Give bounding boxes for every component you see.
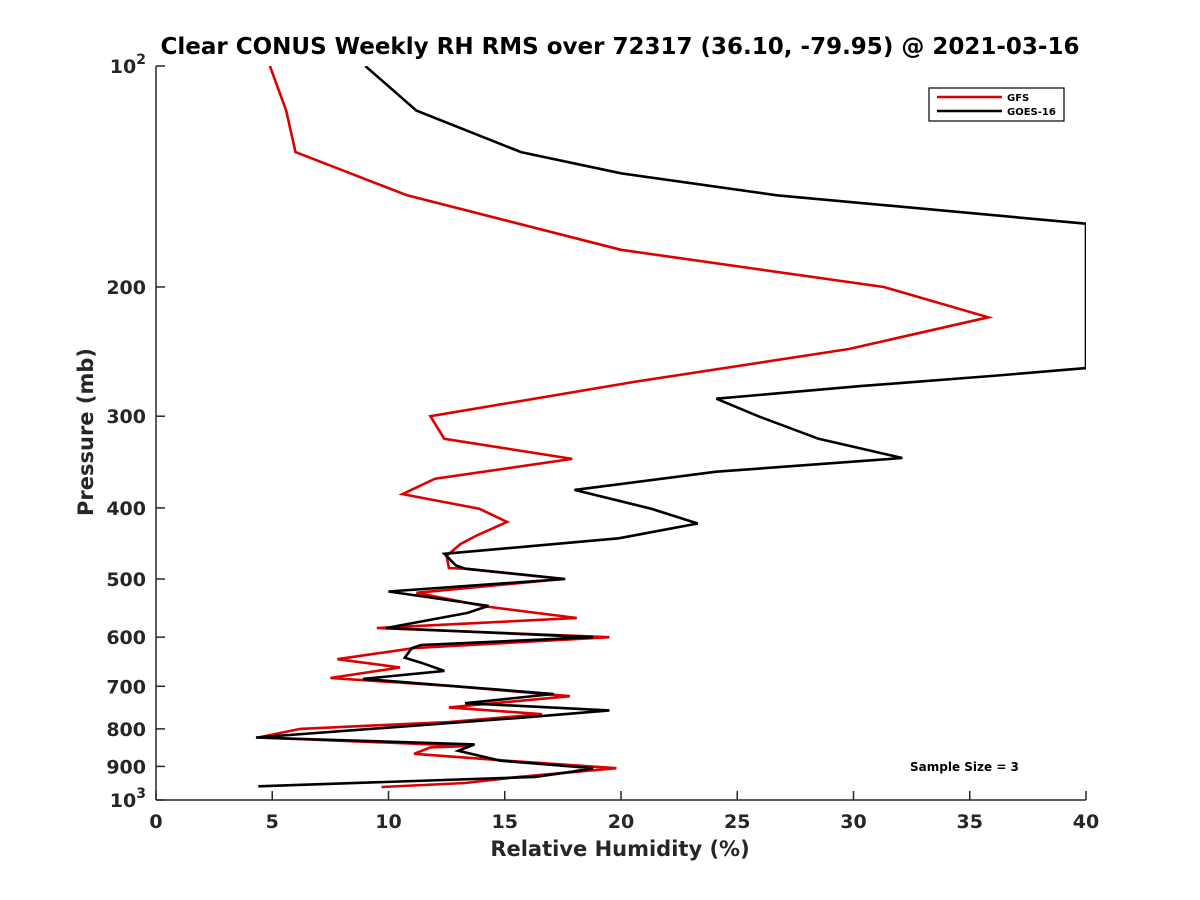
x-axis-label: Relative Humidity (%): [490, 837, 749, 861]
y-tick-label: 800: [106, 719, 146, 741]
sample-size-annotation: Sample Size = 3: [910, 760, 1019, 774]
plot-area-background: [156, 66, 1086, 800]
x-tick-label: 10: [375, 811, 401, 833]
x-tick-label: 25: [724, 811, 750, 833]
y-tick-label: 103: [110, 786, 146, 812]
legend: GFS GOES-16: [928, 87, 1065, 122]
x-axis-ticks: 0 5 10 15 20 25 30 35 40: [149, 791, 1099, 833]
x-tick-label: 15: [492, 811, 518, 833]
y-tick-label: 900: [106, 756, 146, 778]
series-line-goes16: [255, 66, 1086, 788]
y-tick-label: 300: [106, 406, 146, 428]
x-tick-label: 0: [149, 811, 162, 833]
legend-label-goes16: GOES-16: [1007, 107, 1056, 118]
x-tick-label: 40: [1073, 811, 1099, 833]
y-tick-label: 200: [106, 277, 146, 299]
legend-label-gfs: GFS: [1007, 93, 1029, 104]
y-axis-label: Pressure (mb): [74, 348, 98, 516]
y-tick-label: 500: [106, 569, 146, 591]
x-tick-label: 30: [840, 811, 866, 833]
x-tick-label: 5: [266, 811, 279, 833]
series-layer: [255, 66, 1086, 789]
x-tick-label: 20: [608, 811, 634, 833]
y-tick-label: 600: [106, 627, 146, 649]
legend-box: [928, 87, 1065, 122]
y-tick-label: 400: [106, 498, 146, 520]
x-tick-label: 35: [957, 811, 983, 833]
y-axis-ticks: 102 200 300 400 500 600 700 800 900 103: [106, 52, 165, 812]
y-tick-label: 102: [110, 52, 146, 78]
chart-title: Clear CONUS Weekly RH RMS over 72317 (36…: [161, 34, 1080, 60]
plot-area: [156, 66, 1086, 800]
y-tick-label: 700: [106, 676, 146, 698]
